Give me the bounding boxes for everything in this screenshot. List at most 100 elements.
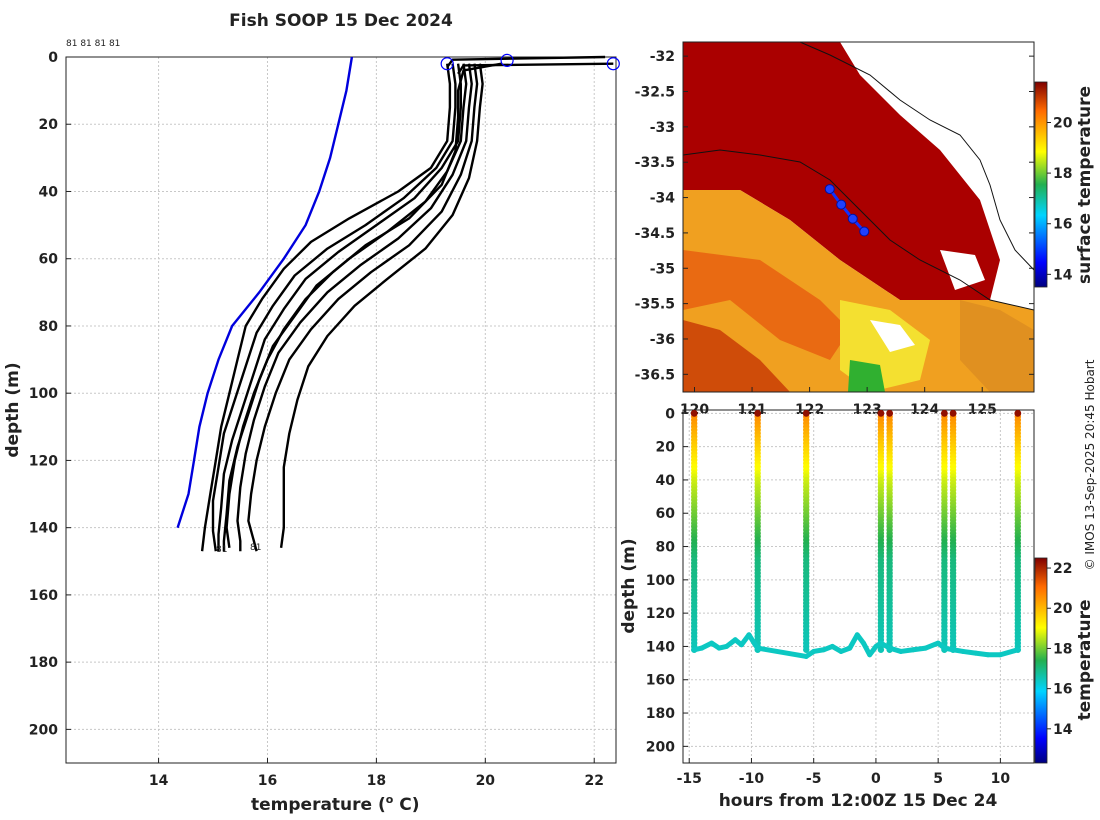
- top-annotation: 81 81 81 81: [66, 39, 120, 49]
- time-y-tick-label: 80: [656, 540, 676, 556]
- temperature-colorbar-tick-label: 18: [1053, 641, 1072, 657]
- temperature-cast-line: [236, 63, 473, 552]
- warm-water-region: [683, 42, 1000, 300]
- time-x-tick-label: -5: [806, 771, 822, 787]
- time-y-tick-label: 60: [656, 506, 676, 522]
- time-series: [690, 409, 1022, 659]
- map-y-tick-label: -33: [650, 120, 675, 136]
- time-axes-frame: [682, 409, 1035, 764]
- profile-top-point: [886, 409, 894, 417]
- orange-filament: [683, 250, 850, 360]
- x-axis-label-unit: C): [393, 795, 419, 815]
- map-ticks: -32 -32.5 -33 -33.5 -34 -34.5 -35 -35.5 -36 -36.5…: [635, 49, 1034, 418]
- y-tick-label: 200: [29, 722, 58, 738]
- surface-marker: [440, 57, 454, 71]
- temperature-cast-line: [217, 63, 462, 552]
- profile-axes-frame: [65, 56, 617, 764]
- x-axis-label-degree: o: [386, 793, 394, 806]
- time-grid: [683, 410, 1034, 763]
- temperature-colorbar-ticks: 14 16 18 20 22: [1047, 561, 1073, 738]
- y-tick-label: 40: [39, 184, 59, 200]
- sst-colorbar: [1034, 81, 1048, 288]
- profile-panel: Fish SOOP 15 Dec 2024 14 16 18 20 22 0 20 40 60 8…: [3, 11, 620, 815]
- temperature-cast-line: [279, 63, 484, 548]
- sst-colorbar-ticks: 14 16 18 20: [1047, 115, 1073, 283]
- cool-core: [848, 360, 885, 392]
- temperature-colorbar-tick-label: 14: [1053, 722, 1073, 738]
- map-y-tick-label: -33.5: [635, 155, 675, 171]
- sst-map: [683, 42, 1034, 392]
- map-y-tick-label: -35: [650, 261, 675, 277]
- profile-top-point: [940, 409, 948, 417]
- profile-top-point: [802, 409, 810, 417]
- shelf-contour: [683, 149, 1034, 311]
- sst-colorbar-tick-label: 18: [1053, 166, 1072, 182]
- y-tick-label: 140: [29, 521, 58, 537]
- time-x-axis-label: hours from 12:00Z 15 Dec 24: [719, 791, 998, 811]
- map-y-tick-label: -35.5: [635, 297, 675, 313]
- time-y-tick-label: 160: [646, 673, 675, 689]
- east-patch: [960, 300, 1034, 392]
- temperature-cast-line: [211, 63, 457, 552]
- y-tick-label: 100: [29, 386, 58, 402]
- bottom-annotation: 81: [250, 543, 261, 553]
- track-point: [836, 199, 847, 210]
- map-axes-frame: [682, 41, 1035, 393]
- x-tick-label: 20: [476, 773, 496, 789]
- climatology-line: [176, 56, 354, 529]
- time-x-tick-label: 0: [871, 771, 881, 787]
- profile-point: [877, 646, 885, 653]
- sst-colorbar-tick-label: 20: [1053, 115, 1073, 131]
- bottom-track-segment: [997, 647, 1021, 658]
- sst-colorbar-tick-label: 16: [1053, 217, 1072, 233]
- temperature-cast-line: [222, 63, 468, 552]
- depth-time-panel: -15 -10 -5 0 5 10020406080100120140160180200 …: [619, 406, 1095, 811]
- profile-top-point: [877, 409, 885, 417]
- profile-ticks: 14 16 18 20 22 0 20 40 60 80 100 120 140 160 180 200: [29, 50, 604, 789]
- warm-filament: [683, 320, 790, 392]
- bottom-track-segment: [755, 645, 809, 659]
- x-tick-label: 16: [258, 773, 277, 789]
- time-y-tick-label: 120: [646, 606, 675, 622]
- bottom-annotation: 81: [216, 545, 227, 555]
- surface-marker: [500, 53, 514, 67]
- chart-title: Fish SOOP 15 Dec 2024: [229, 11, 453, 31]
- credit-text: © IMOS 13-Sep-2025 20:45 Hobart: [1083, 359, 1097, 570]
- cloud-gap: [870, 320, 915, 352]
- cloud-gap: [940, 250, 985, 290]
- y-tick-label: 0: [48, 50, 58, 66]
- map-y-tick-label: -34: [650, 191, 676, 207]
- time-y-axis-label: depth (m): [619, 538, 639, 633]
- time-y-tick-label: 140: [646, 639, 675, 655]
- temperature-colorbar-label: temperature: [1075, 599, 1095, 720]
- profile-point: [803, 646, 810, 653]
- y-tick-label: 60: [39, 252, 59, 268]
- surface-marker: [606, 57, 620, 71]
- time-y-tick-label: 100: [646, 573, 675, 589]
- time-x-tick-label: -15: [677, 771, 702, 787]
- profile-grid: [66, 56, 616, 763]
- map-y-tick-label: -32.5: [635, 84, 675, 100]
- time-x-tick-label: 5: [933, 771, 943, 787]
- temperature-colorbar-tick-label: 20: [1053, 601, 1073, 617]
- y-tick-label: 180: [29, 655, 58, 671]
- profile-top-point: [754, 409, 762, 417]
- profile-series: [176, 53, 620, 552]
- time-x-tick-label: -10: [739, 771, 765, 787]
- y-tick-label: 120: [29, 453, 58, 469]
- temperature-colorbar-tick-label: 22: [1053, 561, 1072, 577]
- time-y-tick-label: 180: [646, 706, 675, 722]
- temperature-cast-line: [200, 63, 452, 552]
- profile-top-point: [690, 409, 698, 417]
- time-y-tick-label: 200: [646, 739, 675, 755]
- y-tick-label: 20: [39, 117, 59, 133]
- time-y-tick-label: 40: [656, 473, 676, 489]
- sst-map-panel: -32 -32.5 -33 -33.5 -34 -34.5 -35 -35.5 -36 -36.5…: [635, 41, 1095, 418]
- x-tick-label: 18: [367, 773, 386, 789]
- track-point: [847, 213, 858, 224]
- temperature-cast-line: [247, 63, 479, 552]
- temperature-colorbar: [1034, 557, 1048, 764]
- track-line: [828, 188, 866, 233]
- temperature-cast-line: [446, 55, 606, 68]
- x-tick-label: 14: [149, 773, 169, 789]
